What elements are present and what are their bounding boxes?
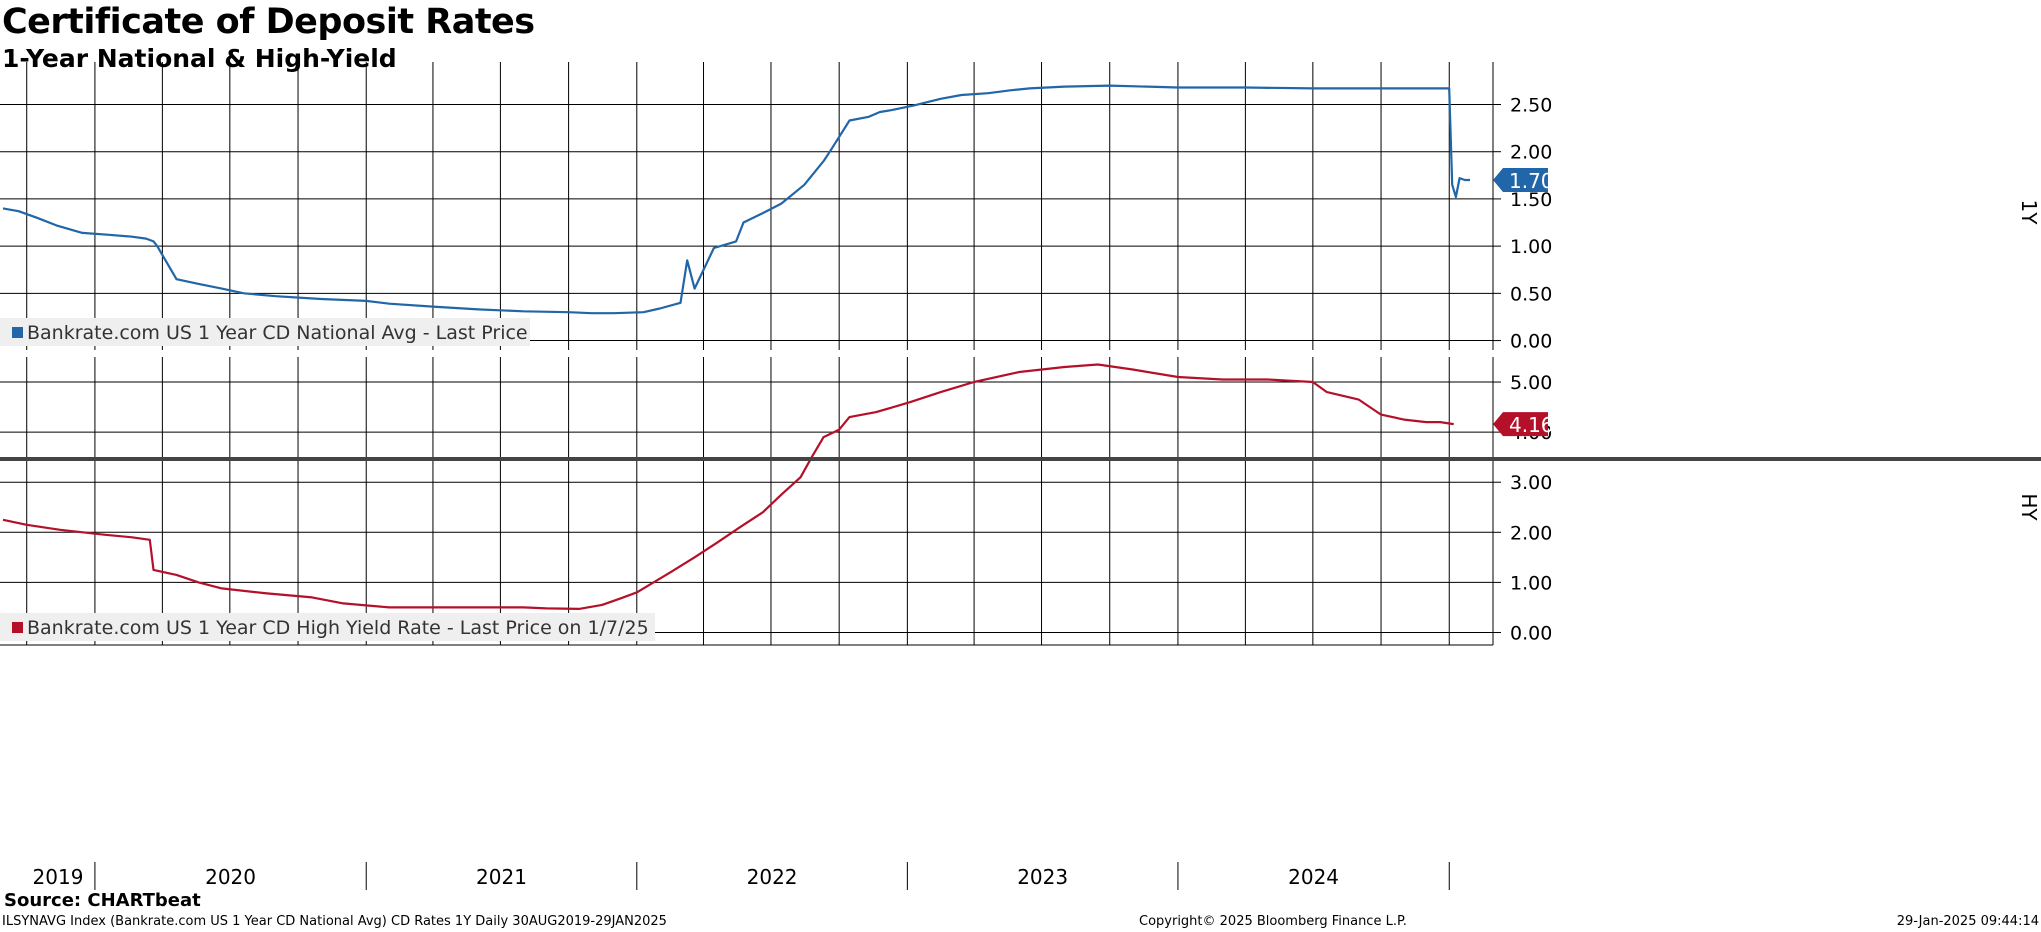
series-line-p1 xyxy=(2,363,1454,611)
x-year-label-3: 2022 xyxy=(747,865,798,889)
x-year-label-4: 2023 xyxy=(1017,865,1068,889)
legend-swatch-p1 xyxy=(12,622,23,633)
footer-timestamp: 29-Jan-2025 09:44:14 xyxy=(1896,914,2039,929)
legend-box-p0 xyxy=(0,318,530,346)
ytick-label-p0-2: 1.00 xyxy=(1510,236,1552,258)
x-year-label-5: 2024 xyxy=(1288,865,1339,889)
axis-label-p0: 1Y xyxy=(2017,200,2041,226)
x-year-label-1: 2020 xyxy=(205,865,256,889)
x-year-label-2: 2021 xyxy=(476,865,527,889)
ytick-label-p0-1: 0.50 xyxy=(1510,283,1552,305)
chart-source: Source: CHARTbeat xyxy=(4,890,201,911)
last-value-label-p1: 4.16 xyxy=(1509,413,1554,437)
footer-copyright: Copyright© 2025 Bloomberg Finance L.P. xyxy=(1139,914,1407,929)
legend-label-p1: Bankrate.com US 1 Year CD High Yield Rat… xyxy=(27,617,649,639)
ytick-label-p1-0: 0.00 xyxy=(1510,622,1552,644)
ytick-label-p1-3: 3.00 xyxy=(1510,472,1552,494)
x-year-label-0: 2019 xyxy=(33,865,84,889)
last-value-tag-p0 xyxy=(1493,168,1548,193)
last-value-tag-p1 xyxy=(1493,412,1548,437)
ytick-label-p0-3: 1.50 xyxy=(1510,189,1552,211)
chart-subtitle: 1-Year National & High-Yield xyxy=(2,44,397,73)
ytick-label-p1-5: 5.00 xyxy=(1510,372,1552,394)
ytick-label-p0-4: 2.00 xyxy=(1510,142,1552,164)
footer-left: ILSYNAVG Index (Bankrate.com US 1 Year C… xyxy=(2,914,667,929)
series-line-p0 xyxy=(2,84,1470,315)
ytick-label-p1-1: 1.00 xyxy=(1510,572,1552,594)
ytick-label-p0-5: 2.50 xyxy=(1510,94,1552,116)
axis-label-p1: HY xyxy=(2017,493,2041,521)
legend-swatch-p0 xyxy=(12,327,23,338)
legend-label-p0: Bankrate.com US 1 Year CD National Avg -… xyxy=(27,322,528,344)
chart-title: Certificate of Deposit Rates xyxy=(2,2,535,42)
ytick-label-p0-0: 0.00 xyxy=(1510,331,1552,353)
ytick-label-p1-2: 2.00 xyxy=(1510,522,1552,544)
last-value-label-p0: 1.70 xyxy=(1509,169,1554,193)
panel-separator xyxy=(0,457,2041,461)
legend-box-p1 xyxy=(0,613,655,641)
